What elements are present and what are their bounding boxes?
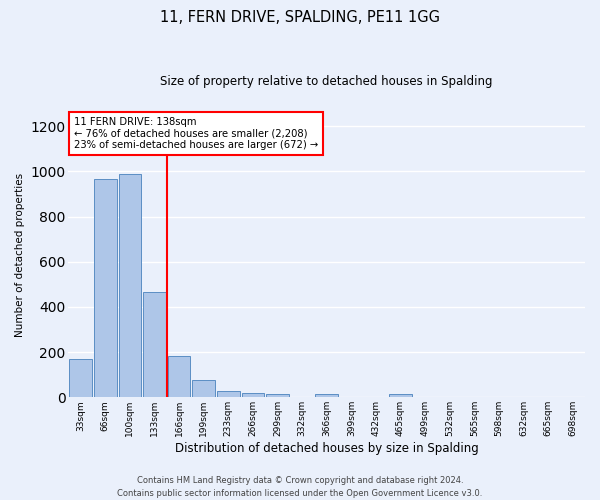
Bar <box>242 393 264 398</box>
Y-axis label: Number of detached properties: Number of detached properties <box>15 173 25 337</box>
Bar <box>217 391 239 398</box>
Text: Contains HM Land Registry data © Crown copyright and database right 2024.
Contai: Contains HM Land Registry data © Crown c… <box>118 476 482 498</box>
Bar <box>94 180 116 398</box>
Bar <box>119 174 141 398</box>
Text: 11 FERN DRIVE: 138sqm
← 76% of detached houses are smaller (2,208)
23% of semi-d: 11 FERN DRIVE: 138sqm ← 76% of detached … <box>74 117 318 150</box>
Text: 11, FERN DRIVE, SPALDING, PE11 1GG: 11, FERN DRIVE, SPALDING, PE11 1GG <box>160 10 440 25</box>
Bar <box>193 380 215 398</box>
X-axis label: Distribution of detached houses by size in Spalding: Distribution of detached houses by size … <box>175 442 479 455</box>
Bar <box>168 356 190 398</box>
Bar <box>143 292 166 398</box>
Bar <box>316 394 338 398</box>
Bar <box>266 394 289 398</box>
Title: Size of property relative to detached houses in Spalding: Size of property relative to detached ho… <box>160 75 493 88</box>
Bar <box>389 394 412 398</box>
Bar <box>70 359 92 398</box>
